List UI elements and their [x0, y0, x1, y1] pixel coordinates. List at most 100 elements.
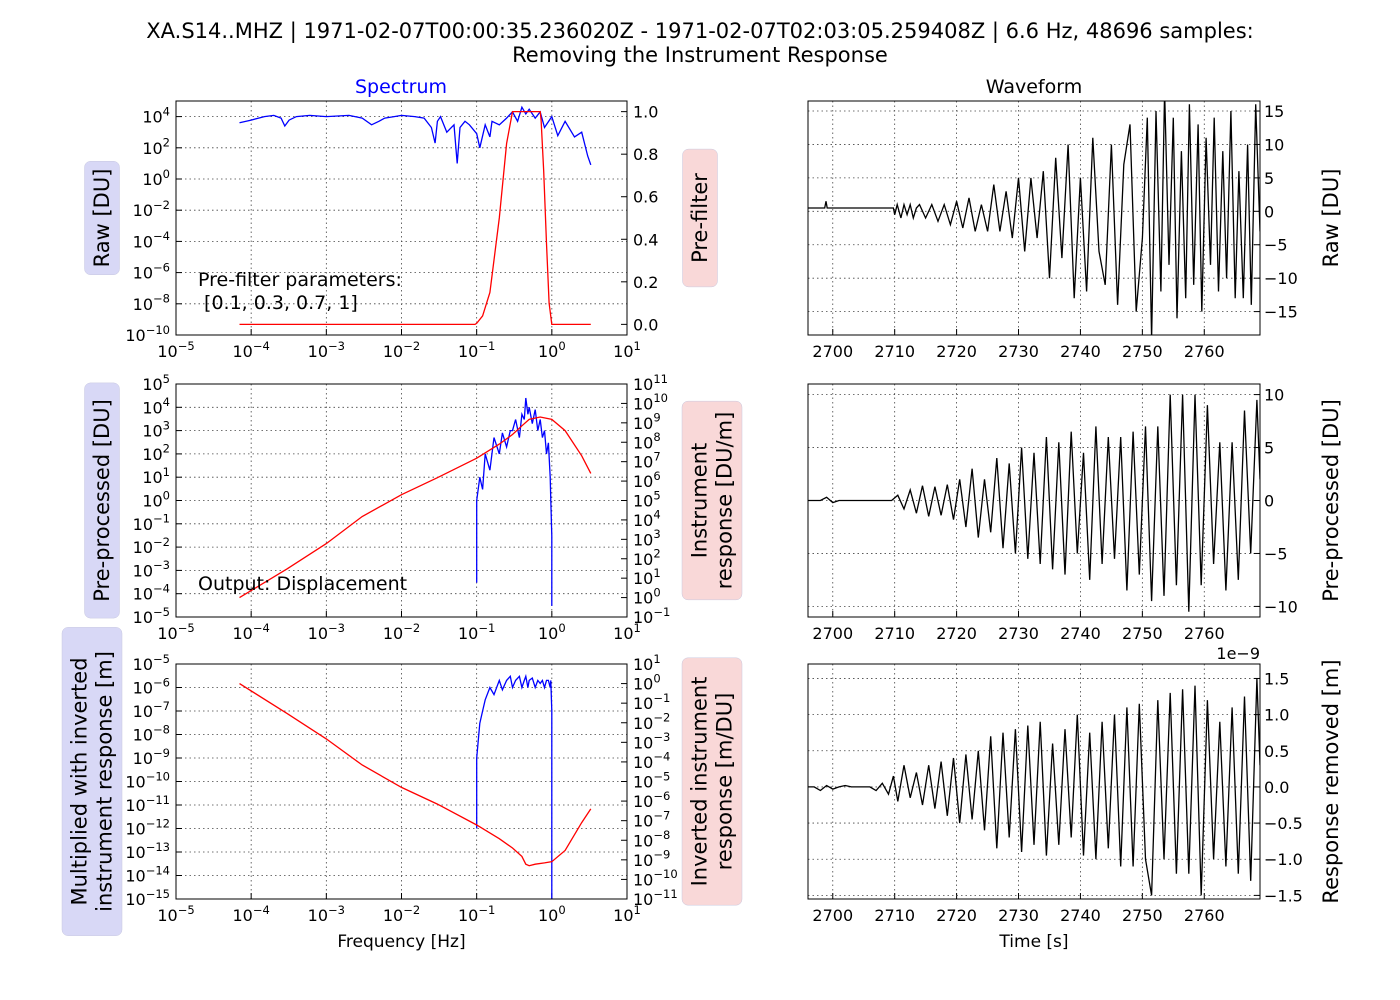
plots-layer: 10−5 10−4 10−3 10−2 10−1 100 10110−1010−810−61…: [61, 100, 1343, 952]
waveform-series-line: [808, 394, 1260, 612]
x-tick-label: 10−2: [383, 903, 420, 925]
x-axis-label: Time [s]: [998, 932, 1068, 952]
right-ylabel: Instrument: [688, 443, 712, 559]
y-tick-label: 10−5: [133, 605, 170, 627]
preprocessed-spectrum-panel: 10−5 10−4 10−3 10−2 10−1 100 10110−510−410−310…: [84, 372, 743, 643]
x-tick-label: 2750: [1122, 624, 1163, 643]
right-y-tick-label: 0.8: [633, 145, 658, 164]
response-series-line: [239, 110, 591, 326]
y-tick-label: 10−12: [125, 816, 170, 838]
y-tick-label: 10−11: [125, 793, 170, 815]
y-tick-label: 0.5: [1264, 742, 1289, 761]
left-ylabel-group: Pre-processed [DU]: [84, 382, 120, 619]
corrected-spectrum-panel: 10−5 10−4 10−3 10−2 10−1 100 10110−1510−1410−1…: [61, 627, 743, 952]
y-tick-label: 10−2: [133, 535, 170, 557]
x-tick-label: 2720: [936, 624, 977, 643]
y-tick-label: 100: [142, 167, 170, 189]
x-tick-label: 2740: [1060, 906, 1101, 925]
axes-frame: [175, 663, 628, 900]
right-y-tick-label: 10−4: [633, 750, 670, 772]
right-y-tick-label: 10−11: [633, 887, 678, 909]
y-tick-label: 0: [1264, 492, 1274, 511]
right-y-tick-label: 10−5: [633, 769, 670, 791]
y-tick-label: 10−6: [133, 260, 170, 282]
x-tick-label: 100: [538, 339, 566, 361]
x-tick-label: 10−3: [308, 621, 345, 643]
y-tick-label: −5: [1264, 544, 1288, 563]
right-ylabel: Response removed [m]: [1319, 659, 1343, 903]
left-ylabel: instrument response [m]: [93, 651, 117, 912]
offset-label: 1e−9: [1216, 644, 1260, 663]
preprocessed-waveform-panel: 2700 2710 2720 2730 2740 2750 2760 −10 −5 0 5 10 Pre…: [807, 383, 1343, 643]
y-tick-label: 10−3: [133, 558, 170, 580]
right-ylabel-group: Raw [DU]: [1319, 169, 1343, 268]
y-tick-label: 104: [142, 395, 170, 417]
y-tick-label: 10−1: [133, 512, 170, 534]
y-tick-label: 0.0: [1264, 778, 1289, 797]
x-tick-label: 2750: [1122, 342, 1163, 361]
spectrum-series-line: [239, 105, 592, 166]
y-tick-label: 1.5: [1264, 669, 1289, 688]
x-tick-label: 2740: [1060, 342, 1101, 361]
y-tick-label: 100: [142, 488, 170, 510]
left-ylabel-group: Multiplied with inverted instrument respo…: [61, 627, 123, 936]
y-tick-label: 10−10: [125, 323, 170, 345]
waveform-series-line: [808, 101, 1260, 335]
y-tick-label: 15: [1264, 102, 1284, 121]
right-ylabel-box: [681, 400, 743, 601]
right-y-tick-label: 10−10: [633, 867, 678, 889]
x-tick-label: 2710: [874, 906, 915, 925]
y-tick-label: −10: [1264, 597, 1298, 616]
right-y-tick-label: 100: [633, 671, 661, 693]
x-tick-label: 2730: [998, 906, 1039, 925]
x-tick-label: 10−4: [232, 621, 269, 643]
x-tick-label: 10−4: [232, 903, 269, 925]
x-tick-label: 2760: [1184, 342, 1225, 361]
right-y-tick-label: 109: [633, 411, 661, 433]
x-tick-label: 2740: [1060, 624, 1101, 643]
x-tick-label: 101: [613, 339, 641, 361]
x-tick-label: 2760: [1184, 906, 1225, 925]
right-y-tick-label: 104: [633, 508, 661, 530]
y-tick-label: −10: [1264, 269, 1298, 288]
right-y-tick-label: 106: [633, 469, 661, 491]
corrected-waveform-panel: 2700 2710 2720 2730 2740 2750 2760 −1.5 −1.0 −0.5…: [807, 644, 1343, 952]
x-tick-label: 2720: [936, 906, 977, 925]
y-tick-label: 10−14: [125, 863, 170, 885]
y-tick-label: −0.5: [1264, 814, 1303, 833]
y-tick-label: −15: [1264, 303, 1298, 322]
right-ylabel: response [m/DU]: [713, 693, 737, 871]
y-tick-label: 10−15: [125, 887, 170, 909]
right-y-tick-label: 108: [633, 430, 661, 452]
right-y-tick-label: 10−2: [633, 711, 670, 733]
raw-spectrum-panel: 10−5 10−4 10−3 10−2 10−1 100 101 10−10 10−8 10−6 1…: [84, 100, 718, 361]
right-ylabel-group: Pre-processed [DU]: [1319, 399, 1343, 602]
x-tick-label: 2750: [1122, 906, 1163, 925]
left-ylabel-box: [84, 382, 120, 619]
spectrum-series-line: [476, 397, 553, 606]
annotation-text: Pre-filter parameters:: [198, 269, 402, 291]
x-tick-label: 101: [613, 621, 641, 643]
figure-title-line1: XA.S14..MHZ | 1971-02-07T00:00:35.236020…: [146, 19, 1253, 44]
axes-frame: [807, 663, 1261, 900]
spectrum-column-title: Spectrum: [355, 76, 447, 98]
x-tick-label: 2700: [812, 342, 853, 361]
y-tick-label: 104: [142, 104, 170, 126]
right-ylabel: Raw [DU]: [1319, 169, 1343, 268]
right-y-tick-label: 10−6: [633, 789, 670, 811]
x-tick-label: 2700: [812, 906, 853, 925]
x-tick-label: 10−1: [458, 339, 495, 361]
raw-waveform-panel: 2700 2710 2720 2730 2740 2750 2760 −15 −10 −5 0 5 10…: [807, 100, 1343, 361]
x-tick-label: 2720: [936, 342, 977, 361]
y-tick-label: 10−8: [133, 292, 170, 314]
y-tick-label: 10−5: [133, 652, 170, 674]
y-tick-label: 102: [142, 136, 170, 158]
x-tick-label: 2710: [874, 624, 915, 643]
right-ylabel: Inverted instrument: [688, 677, 712, 887]
right-y-tick-label: 10−1: [633, 691, 670, 713]
x-tick-label: 2760: [1184, 624, 1225, 643]
y-tick-label: 10: [1264, 386, 1284, 405]
right-y-tick-label: 102: [633, 547, 661, 569]
x-tick-label: 10−2: [383, 339, 420, 361]
